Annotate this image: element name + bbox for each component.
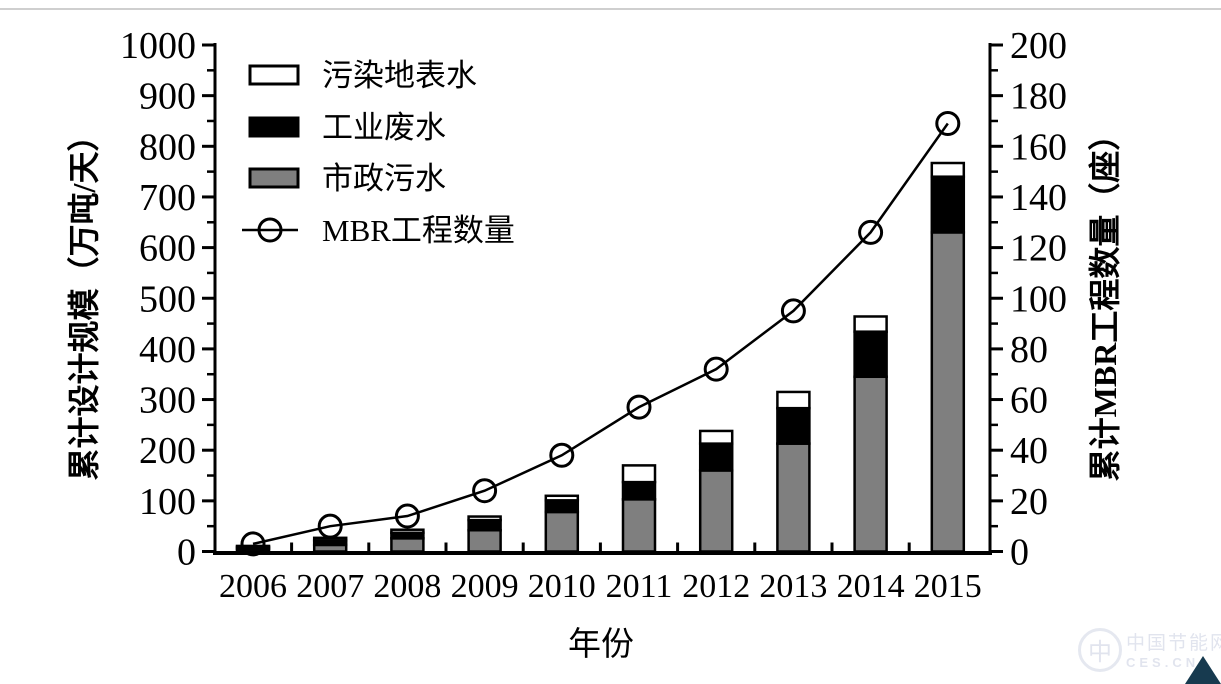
bar-segment-工业废水 bbox=[776, 406, 811, 445]
x-axis-title: 年份 bbox=[568, 626, 634, 663]
bar-segment-工业废水 bbox=[467, 518, 502, 532]
bar-segment-污染地表水 bbox=[853, 315, 888, 333]
x-axis-tick-label: 2011 bbox=[606, 568, 673, 605]
bar-segment-市政污水 bbox=[930, 231, 966, 553]
right-axis-tick-label: 20 bbox=[1010, 481, 1048, 523]
bar-segment-工业废水 bbox=[853, 330, 888, 379]
right-axis-tick-label: 180 bbox=[1010, 76, 1067, 118]
bar-segment-市政污水 bbox=[853, 375, 888, 553]
bar-segment-污染地表水 bbox=[390, 528, 425, 535]
x-axis-tick-label: 2014 bbox=[837, 568, 905, 605]
bar-segment-污染地表水 bbox=[544, 494, 580, 502]
x-axis-tick-label: 2015 bbox=[914, 568, 982, 605]
right-axis-tick-label: 0 bbox=[1010, 532, 1029, 574]
bar-segment-工业废水 bbox=[930, 175, 966, 234]
bar-segment-污染地表水 bbox=[235, 544, 271, 549]
left-axis-tick-label: 0 bbox=[177, 532, 196, 574]
data-point-circle bbox=[935, 111, 961, 137]
data-point-circle bbox=[317, 513, 343, 539]
bar-segment-市政污水 bbox=[544, 510, 580, 553]
legend-swatch-工业废水 bbox=[248, 116, 300, 138]
left-axis-tick-label: 700 bbox=[139, 177, 196, 219]
legend-label: 工业废水 bbox=[322, 110, 446, 145]
data-point-circle bbox=[394, 503, 420, 529]
right-axis-tick-label: 200 bbox=[1010, 25, 1067, 67]
left-axis-tick-label: 600 bbox=[139, 228, 196, 270]
data-point-circle bbox=[240, 531, 266, 557]
bar-segment-市政污水 bbox=[698, 469, 734, 553]
legend-swatch-市政污水 bbox=[248, 167, 300, 189]
left-axis-tick-label: 1000 bbox=[120, 25, 196, 67]
bar-segment-市政污水 bbox=[776, 442, 811, 553]
legend-label: 污染地表水 bbox=[322, 58, 477, 93]
left-axis-tick-label: 100 bbox=[139, 481, 196, 523]
data-point-circle bbox=[549, 442, 575, 468]
left-axis-tick-label: 300 bbox=[139, 380, 196, 422]
x-axis-tick-label: 2012 bbox=[682, 568, 750, 605]
bar-segment-污染地表水 bbox=[776, 390, 811, 410]
bar-segment-污染地表水 bbox=[698, 429, 734, 445]
right-axis-tick-label: 160 bbox=[1010, 126, 1067, 168]
x-axis-tick-label: 2013 bbox=[759, 568, 827, 605]
right-axis-tick-label: 140 bbox=[1010, 177, 1067, 219]
right-axis-tick-label: 100 bbox=[1010, 278, 1067, 320]
right-axis-tick-label: 80 bbox=[1010, 329, 1048, 371]
left-axis-tick-label: 200 bbox=[139, 430, 196, 472]
bar-segment-市政污水 bbox=[467, 528, 502, 553]
legend-label: MBR工程数量 bbox=[322, 213, 515, 248]
left-axis-tick-label: 500 bbox=[139, 278, 196, 320]
x-axis-tick-label: 2010 bbox=[528, 568, 596, 605]
legend-label: 市政污水 bbox=[322, 161, 446, 196]
left-axis-tick-label: 400 bbox=[139, 329, 196, 371]
data-point-circle bbox=[626, 394, 652, 420]
right-axis-tick-label: 60 bbox=[1010, 380, 1048, 422]
x-axis-tick-label: 2008 bbox=[373, 568, 441, 605]
x-axis-tick-label: 2007 bbox=[296, 568, 364, 605]
data-point-circle bbox=[780, 298, 806, 324]
data-point-circle bbox=[472, 478, 498, 504]
bar-segment-工业废水 bbox=[698, 442, 734, 472]
left-axis-tick-label: 900 bbox=[139, 76, 196, 118]
bar-segment-污染地表水 bbox=[930, 161, 966, 178]
x-axis-tick-label: 2006 bbox=[219, 568, 287, 605]
top-border-line bbox=[0, 8, 1221, 10]
legend-circle-marker bbox=[257, 217, 283, 243]
left-axis-title: 累计设计规模（万吨/天） bbox=[66, 120, 102, 481]
bar-segment-市政污水 bbox=[621, 498, 657, 553]
bar-segment-工业废水 bbox=[544, 499, 580, 514]
left-axis-tick-label: 800 bbox=[139, 126, 196, 168]
data-point-circle bbox=[858, 219, 884, 245]
bar-segment-工业废水 bbox=[621, 480, 657, 501]
right-axis-tick-label: 40 bbox=[1010, 430, 1048, 472]
right-axis-tick-label: 120 bbox=[1010, 228, 1067, 270]
data-point-circle bbox=[703, 356, 729, 382]
bar-segment-污染地表水 bbox=[621, 464, 657, 484]
x-axis-tick-label: 2009 bbox=[451, 568, 519, 605]
mbr-count-line bbox=[252, 122, 949, 546]
legend-swatch-污染地表水 bbox=[248, 64, 300, 86]
right-axis-title: 累计MBR工程数量（座） bbox=[1087, 119, 1123, 482]
bar-segment-市政污水 bbox=[390, 537, 425, 553]
bar-segment-污染地表水 bbox=[467, 515, 502, 522]
